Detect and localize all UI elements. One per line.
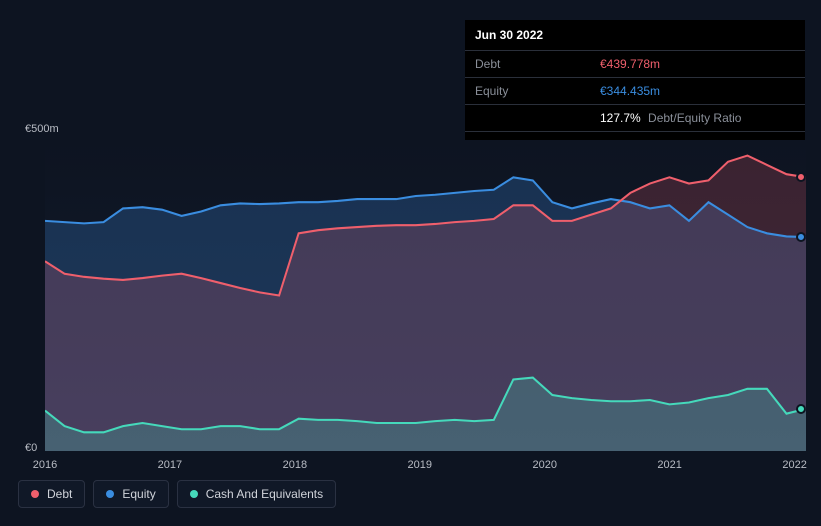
x-axis-label: 2022 [782,459,806,471]
x-axis-label: 2019 [408,459,432,471]
tooltip-row: Debt€439.778m [465,51,805,78]
tooltip-row-value: €344.435m [600,84,660,98]
legend-item[interactable]: Cash And Equivalents [177,480,336,508]
end-marker-cash [796,404,806,414]
legend-dot-icon [106,490,114,498]
y-axis-max-label: €500m [25,123,59,135]
legend-label: Debt [47,487,72,501]
legend-item[interactable]: Debt [18,480,85,508]
tooltip-row-sublabel: Debt/Equity Ratio [645,111,742,125]
chart: €500m €0 2016 2017 2018 2019 2020 2021 2022 [15,125,806,476]
legend-label: Cash And Equivalents [206,487,323,501]
legend-label: Equity [122,487,155,501]
end-marker-equity [796,232,806,242]
legend-dot-icon [31,490,39,498]
tooltip-row-label: Equity [475,84,600,98]
y-axis-min-label: €0 [25,442,37,454]
x-axis-label: 2020 [532,459,556,471]
x-axis-label: 2017 [158,459,182,471]
legend-dot-icon [190,490,198,498]
end-marker-debt [796,172,806,182]
x-axis-label: 2021 [657,459,681,471]
tooltip-row-value: €439.778m [600,57,660,71]
tooltip-date: Jun 30 2022 [465,20,805,51]
tooltip-row-label: Debt [475,57,600,71]
chart-plot-area[interactable] [45,140,806,451]
x-axis-label: 2018 [283,459,307,471]
legend-item[interactable]: Equity [93,480,168,508]
tooltip-row: Equity€344.435m [465,78,805,105]
tooltip-row-label [475,111,600,125]
x-axis-label: 2016 [33,459,57,471]
legend: Debt Equity Cash And Equivalents [18,480,336,508]
tooltip-row-value: 127.7% Debt/Equity Ratio [600,111,741,125]
